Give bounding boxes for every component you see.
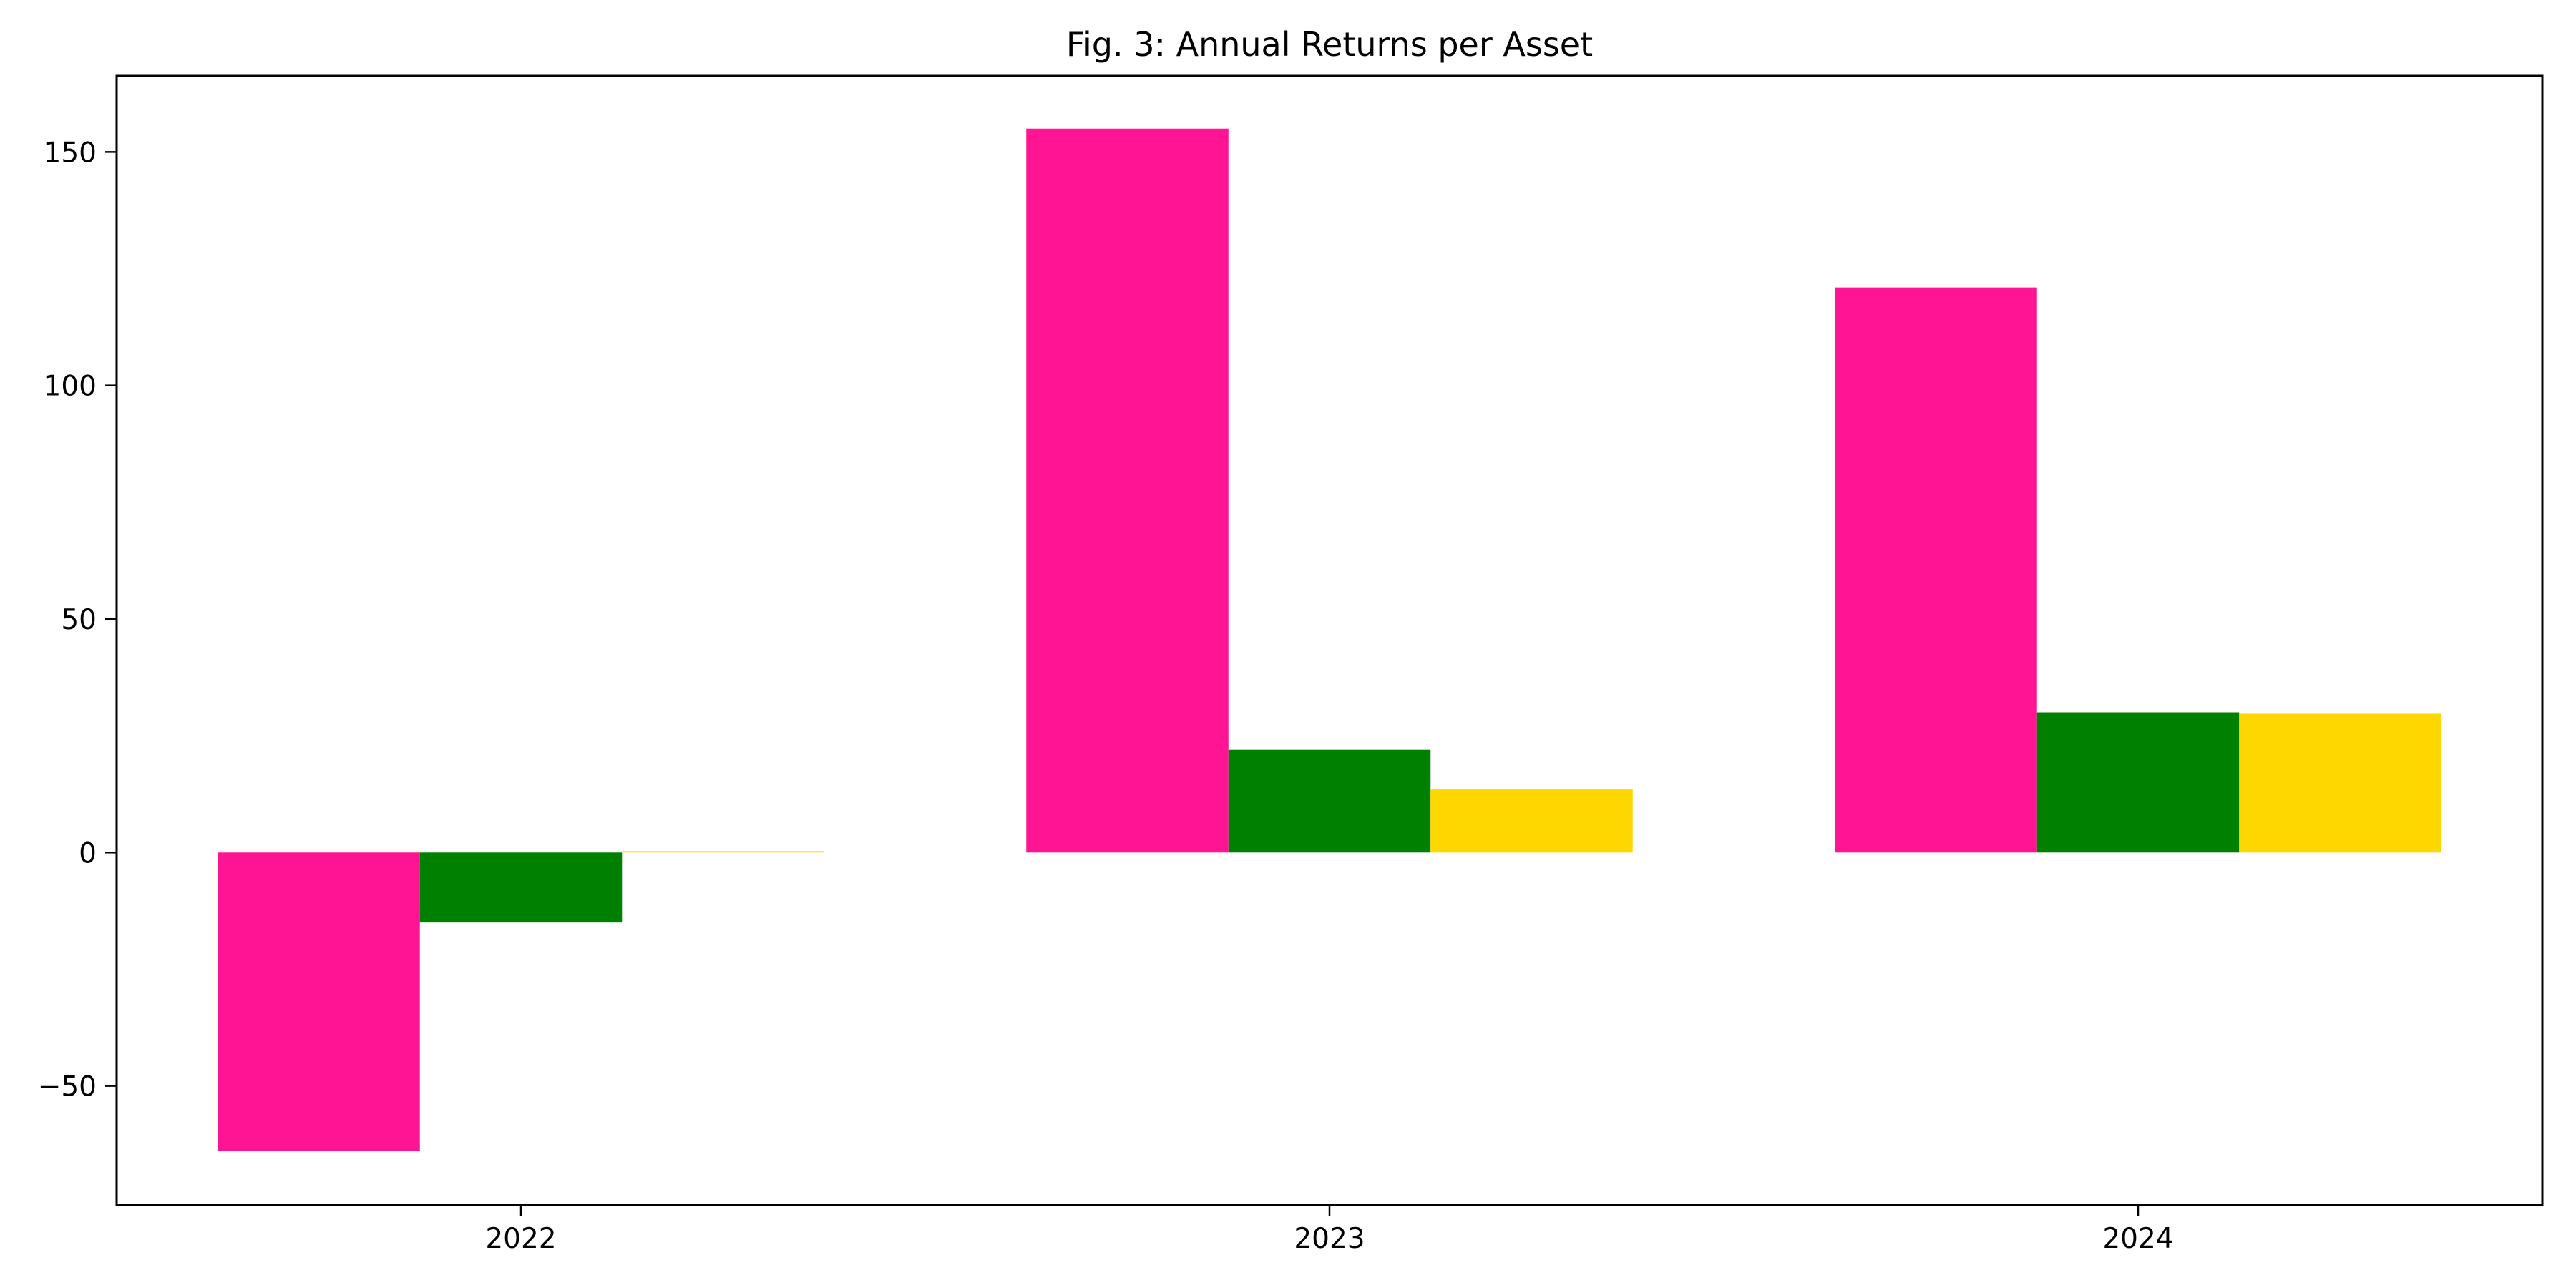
- axes-layer: −50 0 50 100 150 2022 2023 2024: [38, 137, 2174, 1255]
- x-tick-label: 2022: [485, 1223, 556, 1255]
- chart-title: Fig. 3: Annual Returns per Asset: [1066, 25, 1593, 64]
- y-tick-label: 0: [79, 837, 97, 869]
- x-tick-label: 2023: [1294, 1223, 1365, 1255]
- bar-2024-series-1: [1835, 287, 2037, 853]
- bar-2023-series-3: [1430, 789, 1633, 853]
- x-tick-label: 2024: [2102, 1223, 2173, 1255]
- bar-2023-series-1: [1026, 128, 1229, 853]
- bar-2022-series-3: [622, 851, 824, 853]
- bar-2024-series-3: [2239, 713, 2441, 853]
- bar-2024-series-2: [2036, 712, 2240, 853]
- y-tick-label: 50: [61, 604, 97, 636]
- bars-layer: [218, 128, 2441, 1151]
- bar-2023-series-2: [1228, 749, 1431, 853]
- y-tick-label: −50: [38, 1071, 97, 1103]
- bar-2022-series-2: [419, 852, 623, 923]
- y-tick-label: 150: [44, 137, 97, 169]
- plot-frame: [115, 74, 2544, 1206]
- bar-2022-series-1: [218, 852, 420, 1151]
- y-tick-label: 100: [44, 371, 97, 403]
